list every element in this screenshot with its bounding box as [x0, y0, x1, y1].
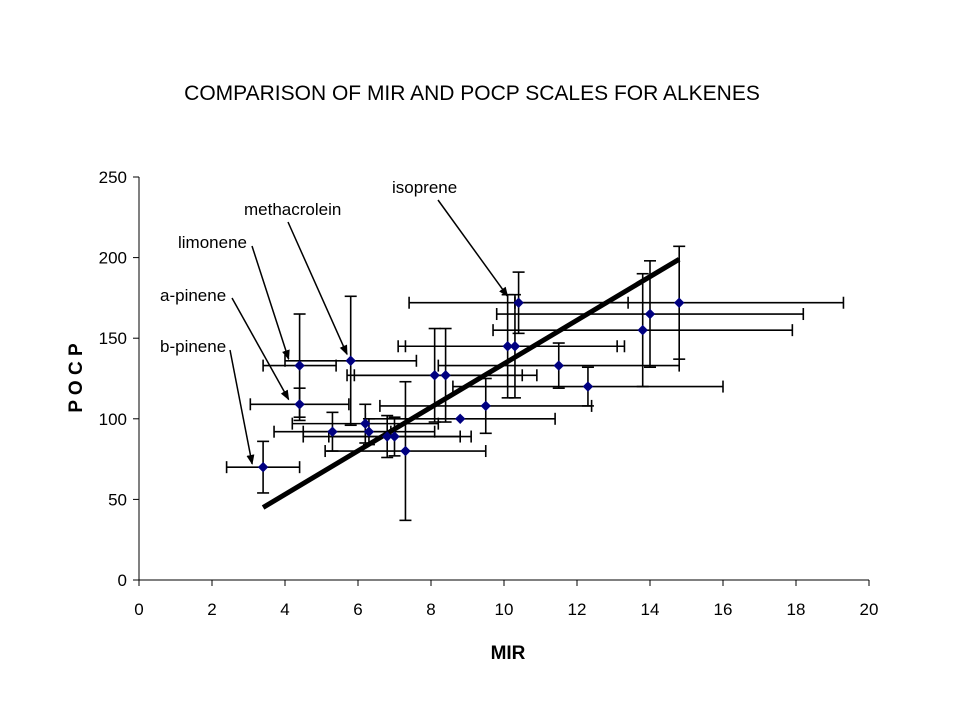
data-point — [502, 341, 513, 352]
annotation-arrow — [231, 297, 290, 401]
y-tick-label: 100 — [99, 410, 127, 429]
y-axis-title: P O C P — [66, 343, 87, 413]
data-point — [509, 341, 521, 352]
data-point — [480, 400, 491, 412]
y-tick-label: 50 — [108, 490, 127, 509]
y-tick-label: 200 — [99, 249, 127, 268]
data-point — [553, 360, 564, 371]
x-tick-label: 6 — [353, 600, 362, 619]
data-point — [637, 324, 648, 336]
data-point — [582, 381, 594, 392]
x-tick-label: 20 — [860, 600, 879, 619]
data-point — [345, 355, 356, 366]
data-point — [381, 431, 393, 442]
data-point — [513, 297, 524, 308]
data-point — [429, 370, 440, 381]
y-tick-label: 150 — [99, 329, 127, 348]
data-point — [327, 426, 338, 437]
x-tick-label: 12 — [568, 600, 587, 619]
y-tick-label: 250 — [99, 168, 127, 187]
trendline-line — [261, 257, 681, 510]
trendline — [261, 257, 681, 510]
data-point — [400, 445, 411, 457]
data-points — [257, 297, 685, 473]
data-point — [294, 399, 305, 410]
annotation-label-a-pinene: a-pinene — [160, 286, 226, 305]
annotation-arrow — [437, 199, 509, 298]
data-point — [673, 297, 685, 308]
annotation-label-isoprene: isoprene — [392, 178, 457, 197]
x-tick-label: 16 — [714, 600, 733, 619]
x-tick-label: 4 — [280, 600, 289, 619]
data-point — [440, 370, 451, 381]
annotation-arrow — [229, 349, 255, 465]
annotation-label-limonene: limonene — [178, 233, 247, 252]
annotations: isoprene methacrolein limonene a-pinene b-pi… — [160, 178, 509, 465]
x-tick-label: 0 — [134, 600, 143, 619]
data-point — [644, 308, 656, 320]
data-point — [360, 418, 371, 429]
data-point — [454, 413, 466, 425]
x-tick-label: 14 — [641, 600, 660, 619]
annotation-label-b-pinene: b-pinene — [160, 337, 226, 356]
x-tick-label: 2 — [207, 600, 216, 619]
data-point — [294, 360, 305, 371]
x-tick-label: 10 — [495, 600, 514, 619]
annotation-arrow — [251, 245, 290, 361]
chart-title: COMPARISON OF MIR AND POCP SCALES FOR AL… — [184, 82, 760, 105]
x-tick-label: 18 — [787, 600, 806, 619]
y-tick-label: 0 — [118, 571, 127, 590]
error-bars — [225, 245, 845, 522]
x-tick-label: 8 — [426, 600, 435, 619]
data-point — [257, 461, 269, 473]
x-axis-title: MIR — [491, 643, 526, 664]
data-point — [363, 426, 375, 437]
annotation-label-methacrolein: methacrolein — [244, 200, 341, 219]
annotation-arrow — [287, 221, 348, 356]
data-point — [389, 431, 400, 442]
